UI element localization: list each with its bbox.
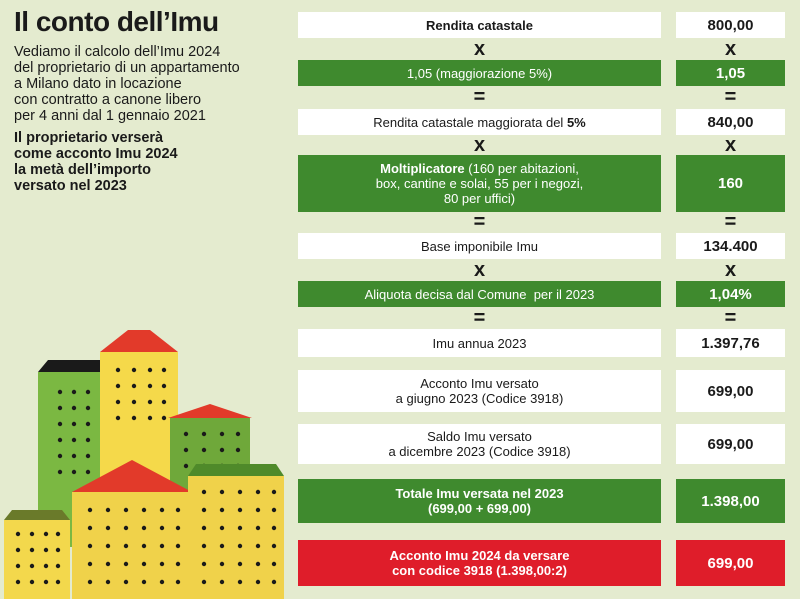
building-icon	[4, 510, 70, 599]
note-text: Il proprietario verserà come acconto Imu…	[14, 130, 284, 194]
saldo-versato-label: Saldo Imu versato a dicembre 2023 (Codic…	[298, 424, 661, 464]
acconto-versato-label: Acconto Imu versato a giugno 2023 (Codic…	[298, 370, 661, 412]
note-line: la metà dell’importo	[14, 162, 151, 178]
moltiplicatore-text: (160 per abitazioni,	[464, 161, 579, 176]
note-line: Il proprietario verserà	[14, 130, 164, 146]
equals-operator: =	[724, 86, 737, 108]
times-operator: x	[724, 259, 737, 281]
rendita-maggiorata-label: Rendita catastale maggiorata del 5%	[298, 109, 661, 135]
acconto-versato-line: Acconto Imu versato	[420, 376, 539, 391]
intro-text: Vediamo il calcolo dell’Imu 2024 del pro…	[14, 44, 284, 124]
note-line: versato nel 2023	[14, 178, 127, 194]
base-imponibile-value: 134.400	[676, 233, 785, 259]
equals-operator: =	[724, 211, 737, 233]
note-line: come acconto Imu 2024	[14, 146, 178, 162]
acconto-versato-line: a giugno 2023 (Codice 3918)	[395, 391, 564, 406]
building-icon	[188, 464, 284, 599]
aliquota-value: 1,04%	[676, 281, 785, 307]
acconto-2024-value: 699,00	[676, 540, 785, 586]
rendita-maggiorata-value: 840,00	[676, 109, 785, 135]
rendita-maggiorata-text: Rendita catastale maggiorata del	[373, 114, 567, 130]
acconto-2024-label: Acconto Imu 2024 da versare con codice 3…	[298, 540, 661, 586]
totale-line: Totale Imu versata nel 2023	[395, 486, 564, 501]
intro-line: del proprietario di un appartamento	[14, 60, 240, 76]
aliquota-label: Aliquota decisa dal Comune per il 2023	[298, 281, 661, 307]
totale-line: (699,00 + 699,00)	[428, 501, 531, 516]
moltiplicatore-title: Moltiplicatore	[380, 161, 465, 176]
intro-line: a Milano dato in locazione	[14, 76, 182, 92]
acconto-2024-line: Acconto Imu 2024 da versare	[389, 548, 570, 563]
times-operator: x	[724, 38, 737, 60]
page-title: Il conto dell’Imu	[14, 6, 219, 37]
totale-label: Totale Imu versata nel 2023 (699,00 + 69…	[298, 479, 661, 523]
equals-operator: =	[473, 211, 486, 233]
times-operator: x	[473, 259, 486, 281]
moltiplicatore-line: 80 per uffici)	[443, 191, 516, 206]
moltiplicatore-value: 160	[676, 155, 785, 212]
equals-operator: =	[473, 86, 486, 108]
intro-line: Vediamo il calcolo dell’Imu 2024	[14, 44, 221, 60]
buildings-illustration	[4, 330, 284, 599]
maggiorazione-label: 1,05 (maggiorazione 5%)	[298, 60, 661, 86]
base-imponibile-label: Base imponibile Imu	[298, 233, 661, 259]
intro-line: con contratto a canone libero	[14, 92, 202, 108]
maggiorazione-value: 1,05	[676, 60, 785, 86]
saldo-versato-line: Saldo Imu versato	[427, 429, 532, 444]
times-operator: x	[473, 38, 486, 60]
building-icon	[72, 460, 192, 599]
moltiplicatore-label: Moltiplicatore (160 per abitazioni, box,…	[298, 155, 661, 212]
rendita-maggiorata-percent: 5%	[566, 114, 586, 130]
intro-line: per 4 anni dal 1 gennaio 2021	[14, 108, 206, 124]
imu-annua-value: 1.397,76	[676, 329, 785, 357]
acconto-versato-value: 699,00	[676, 370, 785, 412]
moltiplicatore-line: box, cantine e solai, 55 per i negozi,	[375, 176, 584, 191]
equals-operator: =	[473, 307, 486, 329]
moltiplicatore-line: Moltiplicatore (160 per abitazioni,	[380, 161, 579, 176]
intro-panel: Il conto dell’Imu Vediamo il calcolo del…	[14, 6, 284, 194]
imu-annua-label: Imu annua 2023	[298, 329, 661, 357]
saldo-versato-value: 699,00	[676, 424, 785, 464]
totale-value: 1.398,00	[676, 479, 785, 523]
saldo-versato-line: a dicembre 2023 (Codice 3918)	[388, 444, 571, 459]
times-operator: x	[724, 134, 737, 156]
times-operator: x	[473, 134, 486, 156]
equals-operator: =	[724, 307, 737, 329]
rendita-label: Rendita catastale	[298, 12, 661, 38]
rendita-value: 800,00	[676, 12, 785, 38]
acconto-2024-line: con codice 3918 (1.398,00:2)	[392, 563, 567, 578]
